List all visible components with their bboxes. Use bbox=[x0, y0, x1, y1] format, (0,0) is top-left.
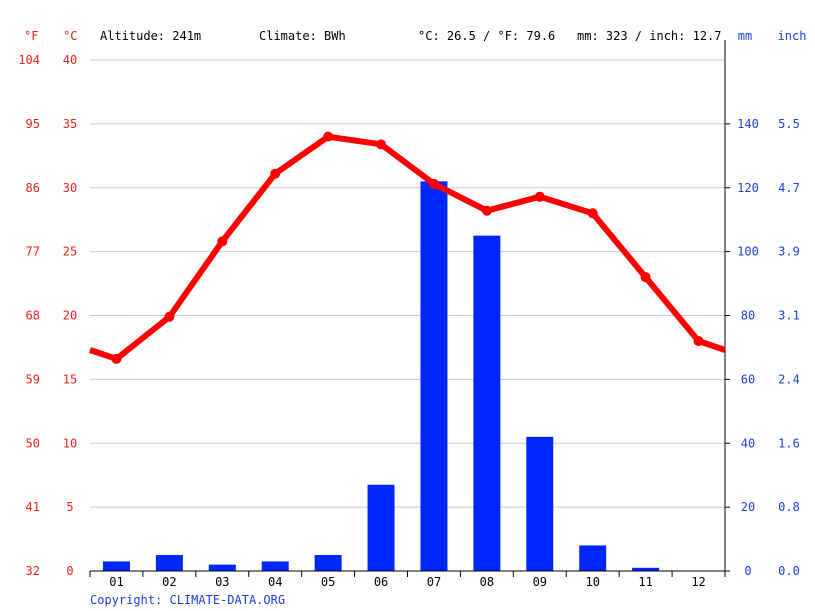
precipitation-bar bbox=[102, 561, 130, 571]
month-label: 09 bbox=[533, 575, 547, 589]
grid-lines bbox=[90, 59, 725, 508]
precipitation-bar bbox=[261, 561, 289, 571]
tick-label-mm: 140 bbox=[737, 117, 759, 131]
precipitation-bar bbox=[367, 484, 395, 571]
month-label: 10 bbox=[585, 575, 599, 589]
temperature-point bbox=[164, 311, 175, 322]
header-unit-f: °F bbox=[24, 29, 38, 43]
tick-label-celsius: 15 bbox=[63, 372, 77, 386]
header-unit-c: °C bbox=[63, 29, 77, 43]
header-unit-mm: mm bbox=[738, 29, 752, 43]
header-climate: Climate: BWh bbox=[259, 29, 346, 43]
tick-label-mm: 120 bbox=[737, 181, 759, 195]
month-label: 03 bbox=[215, 575, 229, 589]
temperature-point bbox=[217, 236, 228, 247]
precipitation-bar bbox=[420, 181, 448, 572]
precipitation-bar bbox=[632, 567, 660, 571]
temperature-point bbox=[587, 208, 598, 219]
tick-label-fahrenheit: 86 bbox=[26, 181, 40, 195]
tick-label-celsius: 5 bbox=[66, 500, 73, 514]
tick-label-mm: 60 bbox=[741, 372, 755, 386]
tick-label-celsius: 25 bbox=[63, 245, 77, 259]
header-temp-average: °C: 26.5 / °F: 79.6 bbox=[418, 29, 555, 43]
temperature-line bbox=[89, 131, 726, 364]
month-label: 08 bbox=[480, 575, 494, 589]
tick-label-fahrenheit: 59 bbox=[26, 372, 40, 386]
tick-label-fahrenheit: 77 bbox=[26, 245, 40, 259]
tick-label-fahrenheit: 104 bbox=[18, 53, 40, 67]
precipitation-bar bbox=[579, 545, 607, 571]
tick-label-fahrenheit: 68 bbox=[26, 309, 40, 323]
tick-label-inch: 3.9 bbox=[778, 245, 800, 259]
tick-label-fahrenheit: 41 bbox=[26, 500, 40, 514]
month-label: 06 bbox=[374, 575, 388, 589]
tick-label-celsius: 30 bbox=[63, 181, 77, 195]
tick-label-inch: 0.8 bbox=[778, 500, 800, 514]
temperature-point bbox=[693, 336, 704, 347]
tick-label-inch: 3.1 bbox=[778, 309, 800, 323]
temperature-point bbox=[481, 205, 492, 216]
temperature-line-path bbox=[89, 133, 726, 362]
precipitation-bar bbox=[314, 555, 342, 571]
temperature-point bbox=[111, 353, 122, 364]
tick-label-inch: 2.4 bbox=[778, 372, 800, 386]
axes bbox=[89, 40, 730, 577]
tick-label-celsius: 0 bbox=[66, 564, 73, 578]
temperature-point bbox=[534, 191, 545, 202]
tick-label-celsius: 20 bbox=[63, 309, 77, 323]
temperature-point bbox=[640, 272, 651, 283]
axis-labels: 32 0 41 5 50 10 59 15 68 20 77 25 86 30 95 35 104 40 0 0.0 2… bbox=[18, 53, 800, 589]
precipitation-bar bbox=[208, 564, 236, 571]
month-label: 01 bbox=[109, 575, 123, 589]
tick-label-mm: 0 bbox=[744, 564, 751, 578]
temperature-point bbox=[376, 139, 387, 150]
copyright-text: Copyright: CLIMATE-DATA.ORG bbox=[90, 593, 285, 607]
tick-label-inch: 4.7 bbox=[778, 181, 800, 195]
tick-label-mm: 80 bbox=[741, 309, 755, 323]
month-label: 05 bbox=[321, 575, 335, 589]
precipitation-bar bbox=[155, 555, 183, 571]
header-unit-inch: inch bbox=[778, 29, 807, 43]
tick-label-mm: 20 bbox=[741, 500, 755, 514]
month-label: 11 bbox=[638, 575, 652, 589]
header-precip-total: mm: 323 / inch: 12.7 bbox=[577, 29, 722, 43]
tick-label-celsius: 35 bbox=[63, 117, 77, 131]
tick-label-celsius: 10 bbox=[63, 436, 77, 450]
tick-label-mm: 100 bbox=[737, 245, 759, 259]
month-label: 02 bbox=[162, 575, 176, 589]
tick-label-inch: 1.6 bbox=[778, 436, 800, 450]
temperature-point bbox=[270, 168, 281, 179]
precipitation-bars bbox=[102, 181, 660, 572]
tick-label-fahrenheit: 50 bbox=[26, 436, 40, 450]
tick-label-inch: 5.5 bbox=[778, 117, 800, 131]
tick-label-inch: 0.0 bbox=[778, 564, 800, 578]
header-altitude: Altitude: 241m bbox=[100, 29, 201, 43]
temperature-point bbox=[428, 178, 439, 189]
month-label: 04 bbox=[268, 575, 282, 589]
temperature-point bbox=[323, 131, 334, 142]
tick-label-fahrenheit: 95 bbox=[26, 117, 40, 131]
month-label: 07 bbox=[427, 575, 441, 589]
month-label: 12 bbox=[691, 575, 705, 589]
tick-label-celsius: 40 bbox=[63, 53, 77, 67]
precipitation-bar bbox=[526, 436, 554, 571]
precipitation-bar bbox=[473, 235, 501, 571]
tick-label-fahrenheit: 32 bbox=[26, 564, 40, 578]
tick-label-mm: 40 bbox=[741, 436, 755, 450]
